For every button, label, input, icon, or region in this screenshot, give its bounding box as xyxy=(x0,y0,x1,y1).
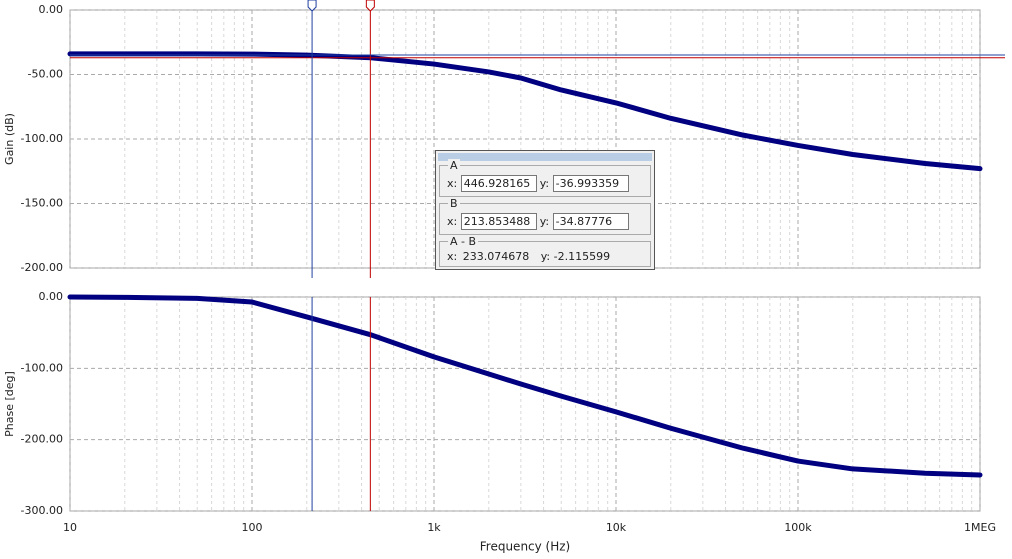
delta-group: A - B x: 233.074678 y: -2.115599 xyxy=(439,235,651,267)
series-line xyxy=(67,51,983,172)
group-label: A xyxy=(448,159,460,172)
y-prefix: y: xyxy=(540,250,551,263)
x-tick-label: 100 xyxy=(242,521,263,534)
y-tick-label: -200.00 xyxy=(21,261,63,274)
plot-area xyxy=(69,296,981,512)
y-tick-label: -100.00 xyxy=(21,361,63,374)
y-delta: -2.115599 xyxy=(553,250,611,263)
cursor-flag xyxy=(365,0,375,12)
y-tick-label: 0.00 xyxy=(39,3,64,16)
y-field[interactable]: -34.87776 xyxy=(552,213,629,230)
y-tick-label: -150.00 xyxy=(21,197,63,210)
x-tick-label: 1k xyxy=(427,521,441,534)
x-prefix: x: xyxy=(447,250,458,263)
x-axis-label: Frequency (Hz) xyxy=(480,540,571,554)
x-field[interactable]: 446.928165 xyxy=(460,175,537,192)
series-line xyxy=(67,294,983,478)
cursor-readout: A x: 446.928165 y: -36.993359 B x: 213.85… xyxy=(435,150,655,270)
y-tick-label: -100.00 xyxy=(21,132,63,145)
x-tick-label: 10 xyxy=(63,521,77,534)
cursor-a-group: A x: 446.928165 y: -36.993359 xyxy=(439,159,651,197)
y-tick-label: -300.00 xyxy=(21,504,63,517)
x-field[interactable]: 213.853488 xyxy=(460,213,537,230)
x-prefix: x: xyxy=(447,177,458,190)
cursor-flag xyxy=(307,0,317,12)
group-label: A - B xyxy=(448,235,479,248)
y-axis-label: Gain (dB) xyxy=(3,113,16,165)
y-tick-label: -200.00 xyxy=(21,433,63,446)
y-prefix: y: xyxy=(539,177,550,190)
x-tick-label: 1MEG xyxy=(964,521,996,534)
y-tick-label: 0.00 xyxy=(39,290,64,303)
title-bar xyxy=(438,153,652,161)
x-delta: 233.074678 xyxy=(462,250,530,263)
x-prefix: x: xyxy=(447,215,458,228)
group-label: B xyxy=(448,197,460,210)
y-prefix: y: xyxy=(539,215,550,228)
x-tick-label: 100k xyxy=(784,521,812,534)
y-axis-label: Phase [deg] xyxy=(3,371,16,437)
y-tick-label: -50.00 xyxy=(28,68,63,81)
cursor-b-group: B x: 213.853488 y: -34.87776 xyxy=(439,197,651,235)
y-field[interactable]: -36.993359 xyxy=(552,175,629,192)
x-tick-label: 10k xyxy=(606,521,627,534)
